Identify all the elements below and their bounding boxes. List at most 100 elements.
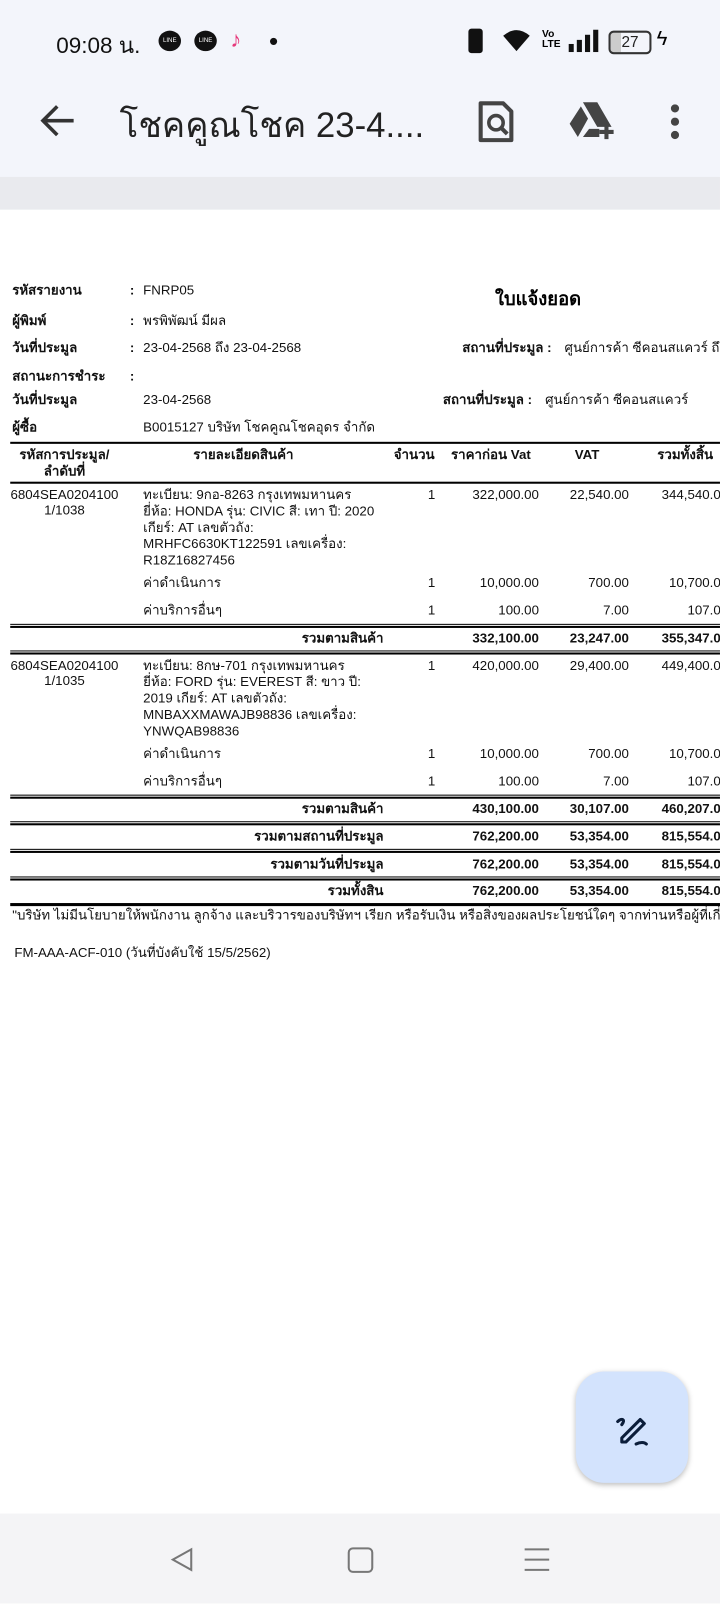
document-search-icon[interactable]	[478, 100, 515, 143]
fee-pre-vat: 10,000.00	[479, 745, 539, 761]
battery-icon: 27	[608, 30, 652, 55]
item-qty: 1	[427, 486, 436, 503]
total-label: รวมตามวันที่ประมูล	[270, 855, 384, 872]
page-divider	[0, 176, 720, 210]
form-id: FM-AAA-ACF-010 (วันที่บังคับใช้ 15/5/256…	[14, 944, 271, 961]
back-arrow-icon[interactable]	[39, 103, 76, 138]
item-vat: 29,400.00	[569, 657, 629, 673]
item-seq: 1/1038	[44, 502, 85, 518]
fee-qty: 1	[427, 602, 436, 618]
fee-qty: 1	[427, 745, 436, 761]
wifi-icon	[503, 30, 530, 52]
header-value: พรพิพัฒน์ มีผล	[143, 312, 227, 329]
edit-button[interactable]	[575, 1371, 689, 1483]
divider	[10, 878, 720, 881]
fee-total: 10,700.00	[669, 745, 720, 761]
item-desc-line: R18Z16827456	[143, 552, 235, 568]
total-total: 815,554.00	[661, 828, 720, 844]
header-value: 23-04-2568 ถึง 23-04-2568	[143, 339, 302, 355]
divider	[10, 650, 720, 652]
vibrate-icon	[468, 28, 483, 54]
item-desc-line: MRHFC6630KT122591 เลขเครื่อง:	[143, 535, 347, 552]
fee-name: ค่าบริการอื่นๆ	[143, 602, 222, 618]
divider	[10, 623, 720, 625]
total-total: 815,554.00	[661, 855, 720, 872]
subtotal-vat: 23,247.00	[569, 629, 629, 646]
add-to-drive-icon[interactable]	[569, 100, 616, 141]
navigation-bar	[0, 1513, 720, 1604]
toolbar-title: โชคคูณโชค 23-4....	[119, 106, 425, 146]
nav-home-icon[interactable]	[347, 1547, 374, 1573]
header-colon: :	[129, 282, 135, 298]
column-header-total: รวมทั้งสิ้น	[657, 446, 714, 463]
total-total: 815,554.00	[661, 882, 720, 898]
item-qty: 1	[427, 657, 436, 673]
policy-note: "บริษัท ไม่มีนโยบายให้พนักงาน ลูกจ้าง แล…	[12, 907, 720, 923]
subtotal-label: รวมตามสินค้า	[301, 629, 384, 646]
subtotal-pre-vat: 430,100.00	[472, 800, 539, 817]
fee-vat: 700.00	[588, 574, 629, 591]
column-header-desc: รายละเอียดสินค้า	[193, 446, 294, 463]
header-divider	[10, 481, 720, 484]
location-value: ศูนย์การค้า ซีคอนสแควร์	[545, 391, 689, 408]
edit-pen-icon	[616, 1417, 648, 1446]
line-icon: LINE	[194, 30, 217, 52]
fee-name: ค่าดำเนินการ	[143, 745, 222, 761]
column-header-seq: ลำดับที่	[43, 463, 86, 479]
header-colon: :	[129, 312, 135, 329]
nav-menu-icon[interactable]	[524, 1546, 551, 1573]
header-value: FNRP05	[143, 282, 195, 298]
table-top-border	[10, 441, 720, 444]
item-desc-line: ยี่ห้อ: HONDA รุ่น: CIVIC สี: เทา ปี: 20…	[143, 503, 375, 519]
fee-total: 107.00	[687, 602, 719, 618]
report-title: ใบแจ้งยอด	[494, 288, 582, 309]
header-label: ผู้พิมพ์	[12, 312, 47, 329]
divider	[10, 848, 720, 850]
total-label: รวมตามสถานที่ประมูล	[254, 828, 384, 844]
item-desc-line: ยี่ห้อ: FORD รุ่น: EVEREST สี: ขาว ปี:	[143, 673, 361, 690]
fee-pre-vat: 10,000.00	[479, 574, 539, 591]
fee-vat: 7.00	[603, 602, 629, 618]
fee-vat: 700.00	[588, 745, 629, 761]
subtotal-vat: 30,107.00	[569, 800, 629, 817]
item-desc-line: YNWQAB98836	[143, 723, 240, 739]
header-label: ผู้ซื้อ	[12, 419, 38, 435]
total-label: รวมทั้งสิน	[327, 882, 384, 898]
item-total: 449,400.00	[661, 657, 720, 673]
fee-total: 10,700.00	[669, 574, 720, 591]
fee-qty: 1	[427, 773, 436, 789]
header-value: B0015127 บริษัท โชคคูณโชคอุดร จำกัด	[143, 419, 376, 435]
line-icon: LINE	[158, 30, 182, 52]
divider	[10, 876, 720, 878]
divider	[10, 823, 720, 826]
divider	[10, 625, 720, 628]
location-label: สถานที่ประมูล :	[442, 391, 533, 408]
total-vat: 53,354.00	[569, 882, 629, 898]
item-pre-vat: 420,000.00	[472, 657, 539, 673]
status-time: 09:08 น.	[56, 32, 141, 59]
fee-name: ค่าดำเนินการ	[143, 574, 222, 591]
divider	[10, 821, 720, 823]
fee-vat: 7.00	[603, 773, 629, 789]
more-vert-icon[interactable]	[669, 103, 681, 140]
divider	[10, 850, 720, 853]
total-vat: 53,354.00	[569, 855, 629, 872]
item-desc-line: 2019 เกียร์: AT เลขตัวถัง:	[143, 690, 287, 706]
divider	[10, 652, 720, 655]
item-desc-line: เกียร์: AT เลขตัวถัง:	[143, 519, 254, 535]
item-code: 6804SEA0204100	[10, 486, 119, 503]
total-pre-vat: 762,200.00	[472, 828, 539, 844]
nav-back-icon[interactable]	[169, 1546, 196, 1573]
location-value: ศูนย์การค้า ซีคอนสแควร์ ถึง	[564, 339, 720, 355]
header-value: 23-04-2568	[143, 391, 212, 408]
header-label: วันที่ประมูล	[12, 391, 78, 408]
item-pre-vat: 322,000.00	[472, 486, 539, 503]
dot-icon	[269, 37, 278, 45]
item-code: 6804SEA0204100	[10, 657, 119, 673]
fee-name: ค่าบริการอื่นๆ	[143, 773, 222, 789]
table-bottom-border	[10, 903, 720, 907]
subtotal-pre-vat: 332,100.00	[472, 629, 539, 646]
charging-icon: ϟ	[656, 27, 668, 51]
header-label: สถานะการชำระ	[12, 368, 106, 384]
subtotal-total: 355,347.00	[661, 629, 720, 646]
